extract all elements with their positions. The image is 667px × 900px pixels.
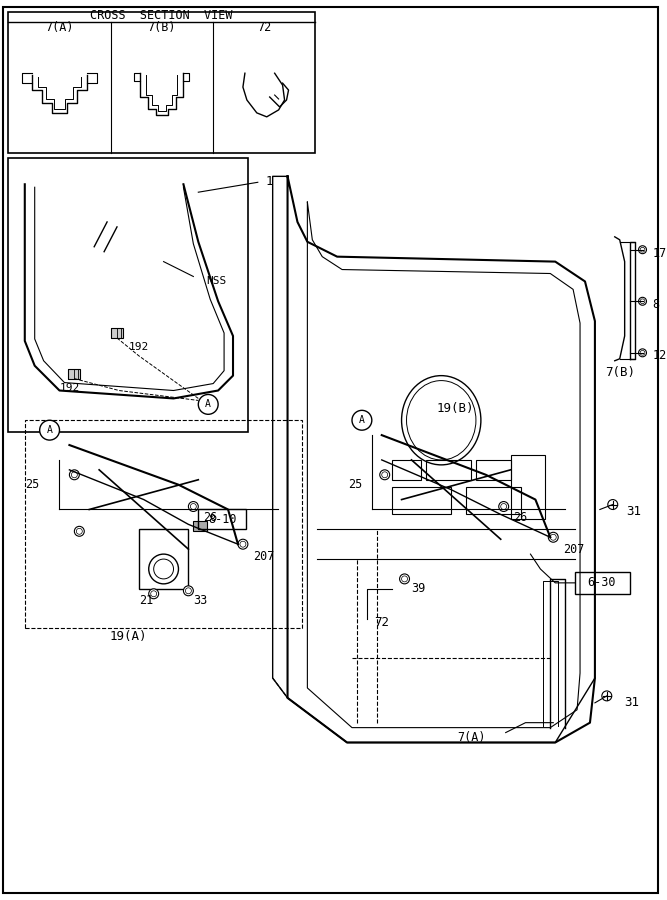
Text: 26: 26 <box>514 511 528 524</box>
Bar <box>139 529 188 589</box>
Circle shape <box>352 410 372 430</box>
Text: 7(A): 7(A) <box>45 21 74 34</box>
Circle shape <box>240 541 246 547</box>
Bar <box>8 158 248 432</box>
Circle shape <box>550 535 556 540</box>
Circle shape <box>608 500 618 509</box>
Circle shape <box>183 586 193 596</box>
Circle shape <box>602 691 612 701</box>
Text: A: A <box>205 400 211 410</box>
Text: 7(A): 7(A) <box>458 731 486 744</box>
Circle shape <box>638 246 646 254</box>
Circle shape <box>149 554 179 584</box>
Text: 7(B): 7(B) <box>605 366 635 379</box>
Text: 39: 39 <box>412 582 426 595</box>
Text: 25: 25 <box>25 478 39 491</box>
Circle shape <box>238 539 248 549</box>
Bar <box>193 521 207 531</box>
Text: 31: 31 <box>625 697 640 709</box>
Text: 6-30: 6-30 <box>588 576 616 590</box>
Circle shape <box>638 349 646 356</box>
Circle shape <box>71 472 77 478</box>
Text: 72: 72 <box>374 616 390 629</box>
Circle shape <box>153 559 173 579</box>
Circle shape <box>185 588 191 594</box>
Text: 33: 33 <box>193 594 207 608</box>
Circle shape <box>640 248 645 252</box>
Text: 26: 26 <box>203 511 217 524</box>
Circle shape <box>39 420 59 440</box>
Circle shape <box>74 526 84 536</box>
Circle shape <box>548 532 558 542</box>
Circle shape <box>402 576 408 582</box>
Circle shape <box>640 299 645 303</box>
Bar <box>69 369 80 379</box>
Circle shape <box>198 394 218 414</box>
Text: A: A <box>47 425 53 436</box>
Text: 207: 207 <box>563 543 584 555</box>
Circle shape <box>501 503 507 509</box>
Text: CROSS  SECTION  VIEW: CROSS SECTION VIEW <box>90 9 233 22</box>
Text: 21: 21 <box>139 594 154 608</box>
Text: 25: 25 <box>348 478 362 491</box>
Bar <box>392 460 422 480</box>
Text: 12: 12 <box>652 349 667 363</box>
Bar <box>476 460 511 480</box>
Bar <box>111 328 123 338</box>
Text: 19(B): 19(B) <box>436 402 474 415</box>
Circle shape <box>149 589 159 598</box>
Text: 72: 72 <box>257 21 272 34</box>
Bar <box>8 12 315 152</box>
Circle shape <box>380 470 390 480</box>
Text: 8: 8 <box>652 298 660 310</box>
Text: 7(B): 7(B) <box>147 21 176 34</box>
Text: 192: 192 <box>129 342 149 352</box>
Text: 19(A): 19(A) <box>109 630 147 643</box>
Circle shape <box>188 501 198 511</box>
Circle shape <box>190 503 196 509</box>
Circle shape <box>499 501 509 511</box>
Text: NSS: NSS <box>206 276 227 286</box>
Text: 8-10: 8-10 <box>208 513 236 526</box>
Circle shape <box>638 297 646 305</box>
Text: 207: 207 <box>253 550 274 562</box>
Text: 17: 17 <box>652 248 667 260</box>
Circle shape <box>382 472 388 478</box>
Circle shape <box>76 528 82 535</box>
Text: 192: 192 <box>59 382 80 392</box>
Bar <box>426 460 471 480</box>
Bar <box>575 572 630 594</box>
Bar <box>511 455 546 519</box>
Text: A: A <box>359 415 365 426</box>
Text: 1: 1 <box>265 175 273 188</box>
Circle shape <box>640 350 645 356</box>
Circle shape <box>400 574 410 584</box>
Circle shape <box>69 470 79 480</box>
Bar <box>466 487 520 515</box>
Text: 31: 31 <box>626 505 642 518</box>
Bar <box>198 509 246 529</box>
Circle shape <box>151 590 157 597</box>
Bar <box>392 487 451 515</box>
